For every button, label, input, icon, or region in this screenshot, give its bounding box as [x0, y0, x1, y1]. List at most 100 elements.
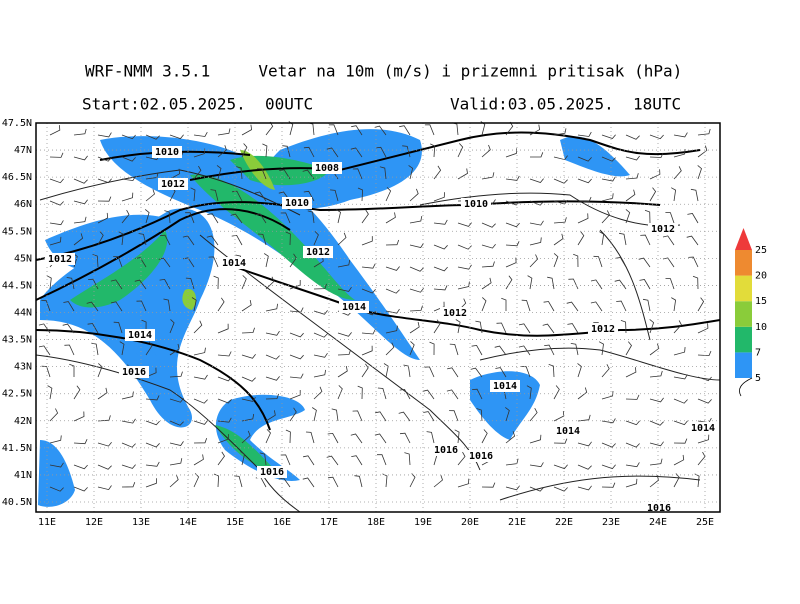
wind-barb — [481, 261, 495, 268]
wind-barb — [193, 320, 203, 334]
wind-barb — [494, 345, 507, 356]
wind-barb — [216, 165, 222, 180]
wind-barb — [193, 374, 208, 380]
wind-barb — [49, 435, 62, 444]
wind-barb — [501, 297, 507, 311]
colorbar-segment — [735, 275, 752, 302]
wind-barb — [193, 347, 206, 356]
wind-barb — [361, 288, 376, 294]
wind-barb — [601, 176, 616, 182]
wind-barb — [217, 145, 227, 158]
wind-barb — [97, 485, 112, 491]
wind-barb — [159, 234, 171, 246]
lon-tick-label: 16E — [273, 517, 291, 528]
wind-barb — [231, 234, 243, 246]
isobar-label-bg — [282, 197, 312, 209]
wind-barb — [638, 257, 651, 268]
wind-barb — [230, 213, 243, 224]
wind-barb — [217, 417, 232, 423]
wind-barb — [481, 429, 488, 444]
wind-barb — [409, 341, 415, 356]
wind-barb — [121, 176, 136, 182]
wind-barb — [457, 244, 472, 250]
wind-barb — [234, 475, 243, 488]
wind-barb — [361, 329, 376, 335]
isobar-label: 1014 — [556, 426, 580, 437]
wind-barb — [433, 244, 448, 250]
wind-barb — [41, 365, 51, 378]
wind-barb — [375, 411, 387, 422]
wind-barb — [673, 347, 686, 356]
wind-barb — [73, 155, 88, 161]
lat-tick-label: 40.5N — [2, 497, 32, 508]
wind-barb — [577, 178, 592, 184]
wind-barb — [625, 442, 640, 448]
wind-barb — [615, 257, 627, 268]
lat-tick-label: 47.5N — [2, 118, 32, 129]
wind-barb — [73, 233, 84, 246]
wind-barb — [697, 165, 702, 180]
wind-barb — [241, 354, 256, 359]
wind-barb — [241, 143, 248, 158]
wind-barb — [313, 352, 328, 358]
wind-barb — [385, 187, 392, 202]
wind-barb — [697, 376, 712, 382]
wind-barb — [377, 387, 387, 400]
wind-barb — [280, 212, 291, 224]
wind-barb — [529, 124, 541, 136]
wind-barb — [547, 276, 555, 290]
wind-barb — [471, 344, 483, 356]
isobar-label-bg — [648, 223, 678, 235]
wind-barb — [577, 441, 592, 447]
wind-barb — [337, 286, 352, 292]
wind-barb — [285, 429, 291, 444]
wind-barb — [241, 397, 256, 402]
wind-barb — [46, 275, 52, 290]
wind-barb — [601, 156, 616, 162]
wind-barb — [598, 341, 604, 356]
wind-barb — [433, 165, 442, 180]
wind-barb — [625, 134, 640, 140]
wind-barb — [97, 132, 112, 138]
wind-barb — [495, 367, 507, 378]
colorbar-tail — [739, 377, 753, 397]
lon-tick-label: 20E — [461, 517, 479, 528]
wind-barb — [121, 482, 136, 488]
lat-tick-label: 46N — [14, 199, 32, 210]
wind-barb — [255, 213, 267, 224]
wind-barb — [673, 320, 682, 334]
wind-barb — [385, 239, 400, 246]
wind-barb — [625, 189, 636, 202]
wind-barb — [601, 210, 610, 224]
wind-barb — [402, 145, 411, 158]
wind-barb — [529, 254, 539, 268]
isobar-label: 1008 — [315, 163, 339, 174]
lon-tick-label: 11E — [38, 517, 56, 528]
wind-barb — [145, 395, 160, 401]
wind-barb — [542, 323, 555, 334]
wind-barb — [601, 390, 614, 400]
wind-barb — [577, 387, 588, 400]
wind-barb — [279, 169, 291, 180]
isobar-label: 1016 — [260, 467, 284, 478]
wind-barb — [263, 253, 269, 268]
wind-barb — [544, 344, 555, 356]
wind-barb — [361, 236, 373, 246]
wind-barb — [375, 146, 387, 158]
wind-barb — [408, 165, 414, 180]
wind-barb — [529, 434, 542, 444]
wind-barb — [217, 434, 229, 444]
wind-barb — [241, 430, 251, 444]
wind-barb — [601, 418, 616, 424]
isobar-label-bg — [125, 329, 155, 341]
isobar-label-bg — [119, 366, 149, 378]
wind-barb — [671, 187, 677, 202]
isobar-label-bg — [461, 198, 491, 210]
isobars — [35, 131, 721, 431]
wind-barb — [697, 350, 712, 357]
lon-tick-label: 22E — [555, 517, 573, 528]
wind-barb — [49, 152, 64, 158]
wind-barb — [169, 474, 179, 488]
wind-barb — [385, 342, 395, 356]
wind-barb — [433, 319, 441, 334]
